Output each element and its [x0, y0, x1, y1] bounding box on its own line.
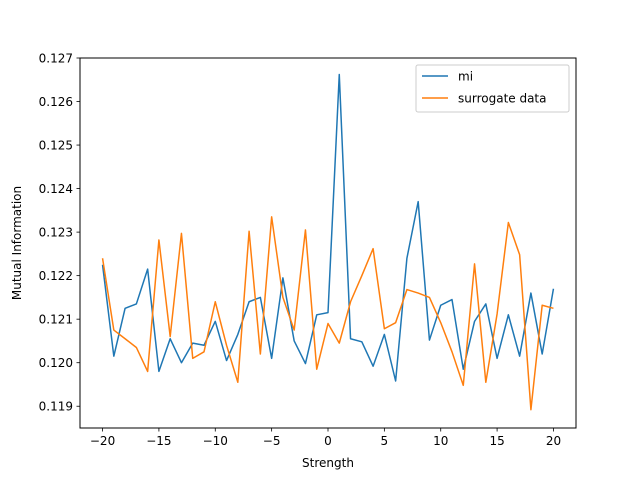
x-tick-label: −15: [146, 434, 171, 448]
x-tick-label: −10: [203, 434, 228, 448]
x-tick-label: 5: [381, 434, 389, 448]
y-tick-label: 0.127: [39, 52, 73, 66]
legend-label: surrogate data: [458, 92, 547, 106]
y-tick-label: 0.123: [39, 226, 73, 240]
legend: mi surrogate data: [415, 64, 570, 113]
y-axis-label: Mutual Information: [10, 186, 24, 300]
y-tick-label: 0.124: [39, 182, 73, 196]
legend-label: mi: [458, 70, 473, 84]
legend-frame: [415, 64, 570, 113]
x-axis: −20 −15 −10 −5 0 5 10 15 20: [90, 428, 561, 448]
x-tick-label: −20: [90, 434, 115, 448]
x-axis-label: Strength: [302, 456, 354, 470]
x-tick-label: 15: [489, 434, 504, 448]
y-axis: 0.119 0.120 0.121 0.122 0.123 0.124 0.125 0.126…: [39, 52, 80, 414]
y-tick-label: 0.120: [39, 356, 73, 370]
y-tick-label: 0.119: [39, 400, 73, 414]
y-tick-label: 0.122: [39, 269, 73, 283]
series-line-surrogate-data: [101, 216, 554, 411]
y-tick-label: 0.126: [39, 95, 73, 109]
y-tick-label: 0.125: [39, 139, 73, 153]
x-tick-label: 20: [546, 434, 561, 448]
y-tick-label: 0.121: [39, 313, 73, 327]
series-line-mi: [101, 73, 555, 382]
plot-background: [80, 58, 576, 428]
series-layer: [101, 73, 555, 411]
x-tick-label: −5: [263, 434, 281, 448]
x-tick-label: 0: [324, 434, 332, 448]
x-tick-label: 10: [433, 434, 448, 448]
